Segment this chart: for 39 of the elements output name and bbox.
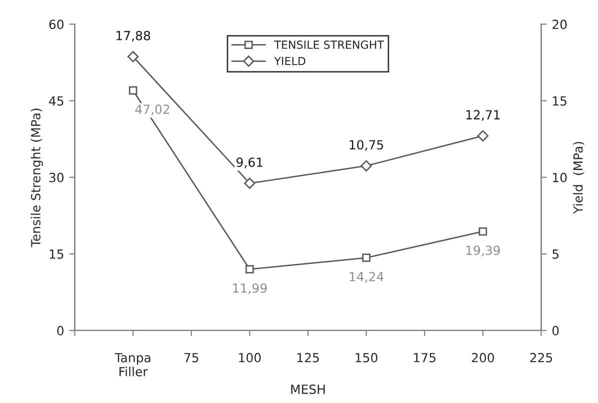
- data-label: 19,39: [466, 246, 500, 256]
- x-tick-label: Tanpa Filler: [114, 353, 150, 376]
- point: [360, 160, 372, 172]
- y2-tick-label: 15: [552, 96, 566, 106]
- x-tick-label: 150: [356, 352, 378, 362]
- legend-label: TENSILE STRENGHT: [274, 40, 384, 49]
- data-label: 9,61: [236, 158, 262, 168]
- x-tick-label: 200: [472, 352, 494, 362]
- x-tick-label: 75: [184, 353, 198, 362]
- y2-tick-label: 20: [552, 20, 567, 30]
- point: [244, 178, 256, 189]
- y2-tick-label: 0: [552, 326, 559, 336]
- x-tick-label: 125: [297, 352, 319, 362]
- y2-axis-title: Yield (MPa): [573, 142, 584, 214]
- y-tick-label: 60: [49, 20, 64, 30]
- y-tick-label: 30: [49, 172, 64, 182]
- data-label: 14,24: [350, 272, 384, 283]
- y2-tick-label: 5: [552, 250, 558, 259]
- y-tick-label: 45: [49, 96, 64, 106]
- x-axis-title: MESH: [291, 384, 325, 394]
- data-label: 47,02: [135, 104, 170, 116]
- point: [127, 51, 139, 62]
- data-label: 11,99: [233, 283, 267, 294]
- data-label: 10,75: [350, 140, 384, 151]
- point: [128, 86, 138, 95]
- x-tick-label: 225: [530, 352, 552, 362]
- data-label: 12,71: [466, 110, 500, 121]
- data-label: 17,88: [116, 30, 150, 42]
- x-tick-label: 175: [414, 353, 436, 362]
- x-tick-label: 100: [239, 352, 261, 362]
- point: [246, 265, 254, 274]
- y2-tick-label: 10: [552, 172, 567, 182]
- point: [478, 227, 488, 236]
- point: [362, 254, 370, 262]
- y-tick-label: 15: [50, 250, 64, 259]
- y-axis-title: Tensile Strenght (MPa): [30, 108, 43, 248]
- legend-label: YIELD: [274, 56, 306, 66]
- point: [477, 130, 488, 142]
- y-tick-label: 0: [57, 326, 64, 336]
